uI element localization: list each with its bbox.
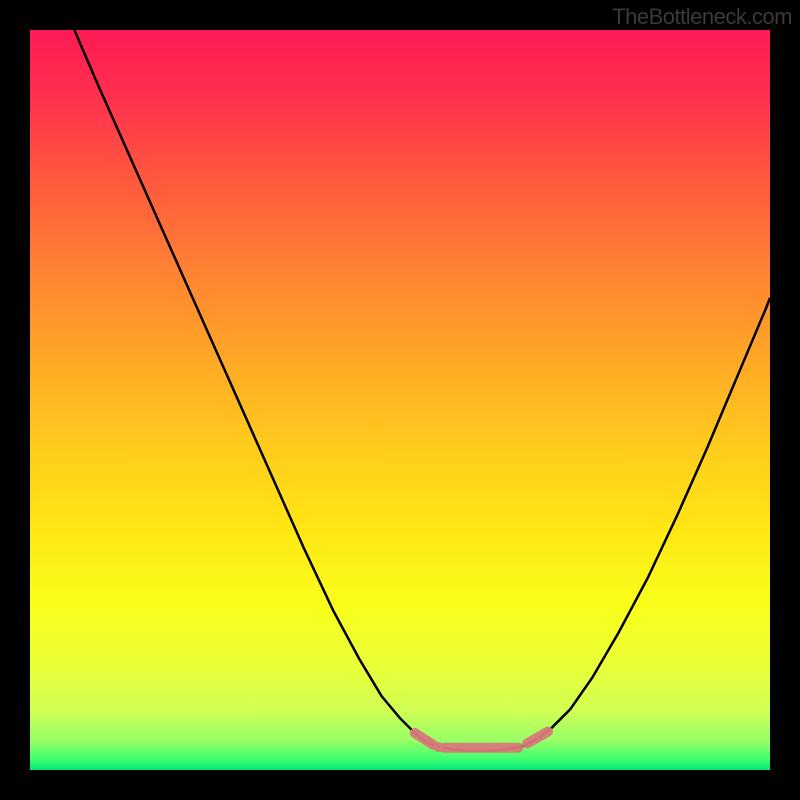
plot-area [30, 30, 770, 770]
watermark-text: TheBottleneck.com [612, 4, 792, 30]
optimal-highlight [30, 30, 770, 770]
